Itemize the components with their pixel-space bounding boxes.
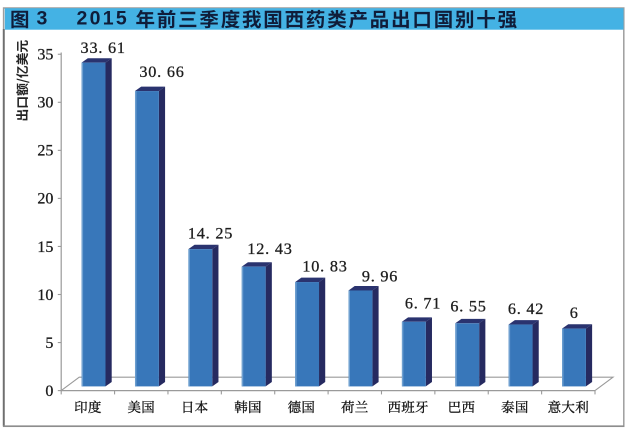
svg-text:年前三季度我国西药类产品出口国别十强: 年前三季度我国西药类产品出口国别十强 (136, 3, 519, 32)
svg-text:10. 83: 10. 83 (302, 258, 347, 276)
svg-text:泰国: 泰国 (501, 396, 529, 416)
svg-text:15: 15 (37, 239, 53, 256)
svg-text:韩国: 韩国 (234, 396, 262, 416)
svg-text:25: 25 (37, 143, 53, 160)
svg-text:12. 43: 12. 43 (247, 240, 292, 258)
svg-text:30: 30 (37, 95, 53, 112)
svg-text:35: 35 (37, 47, 53, 64)
svg-text:5: 5 (45, 335, 53, 352)
svg-text:出口额/亿美元: 出口额/亿美元 (12, 40, 31, 122)
svg-text:14. 25: 14. 25 (188, 225, 233, 243)
svg-text:巴西: 巴西 (448, 396, 476, 416)
svg-text:意大利: 意大利 (548, 396, 589, 416)
svg-text:图: 图 (10, 3, 30, 32)
svg-text:3: 3 (37, 8, 48, 30)
svg-text:德国: 德国 (288, 396, 316, 416)
svg-text:0: 0 (45, 383, 53, 400)
svg-text:西班牙: 西班牙 (387, 396, 428, 416)
svg-text:6. 42: 6. 42 (508, 300, 544, 318)
svg-text:印度: 印度 (74, 396, 102, 416)
svg-text:9. 96: 9. 96 (362, 268, 398, 286)
svg-text:10: 10 (37, 287, 53, 304)
svg-text:6. 55: 6. 55 (450, 298, 486, 316)
svg-text:30. 66: 30. 66 (139, 63, 184, 81)
svg-text:6: 6 (570, 304, 579, 322)
svg-text:美国: 美国 (127, 396, 155, 416)
svg-text:33. 61: 33. 61 (81, 39, 126, 57)
svg-text:20: 20 (37, 191, 53, 208)
svg-text:2015: 2015 (77, 8, 130, 30)
svg-text:日本: 日本 (181, 396, 209, 416)
svg-text:荷兰: 荷兰 (341, 396, 369, 416)
svg-text:6. 71: 6. 71 (405, 295, 441, 313)
